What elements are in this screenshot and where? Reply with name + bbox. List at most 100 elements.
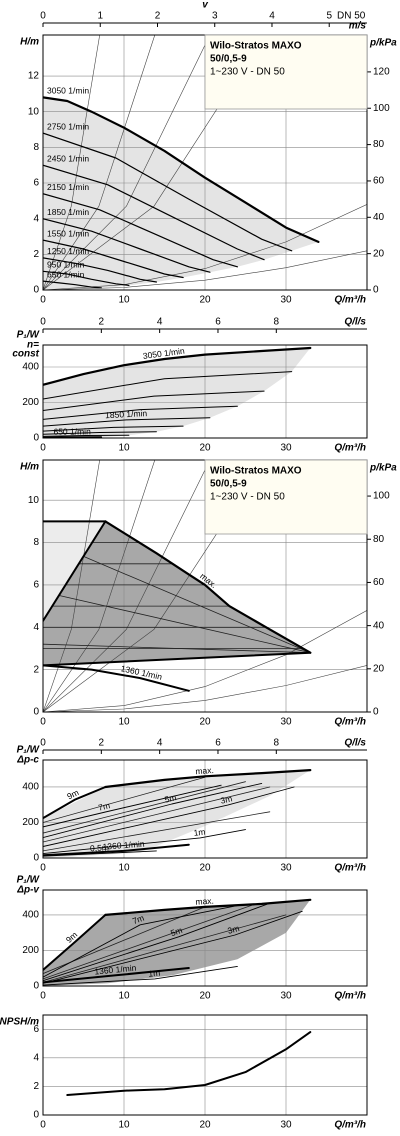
y-tick-label: 200 [22, 397, 39, 408]
x-tick-label: 20 [199, 717, 211, 728]
top-tick-label: 0 [40, 317, 46, 328]
curve [43, 786, 107, 820]
y2-axis-label: p/kPa [369, 38, 397, 49]
guide-curve [43, 776, 206, 823]
guide-curve [43, 431, 157, 435]
curve-label: 650 1/min [53, 426, 91, 436]
guide-curve [43, 904, 254, 980]
guide-curve [83, 556, 311, 654]
curve-label: 7m [97, 800, 111, 812]
curve-label: 5m [169, 925, 183, 938]
guide-curve [66, 1031, 312, 1096]
y2-tick-label: 60 [373, 176, 385, 187]
y-tick-label: 0 [33, 433, 39, 444]
region [43, 521, 311, 666]
x-tick-label: 10 [118, 1120, 130, 1131]
curve-label: 3m [219, 793, 233, 805]
x-axis-label: Q/m³/h [334, 1120, 366, 1131]
x-axis-label: Q/m³/h [334, 863, 366, 874]
curve [43, 96, 320, 243]
curve [43, 905, 238, 978]
y2-tick-label: 80 [373, 534, 385, 545]
curve [43, 786, 295, 847]
curve [43, 417, 211, 427]
curve [43, 782, 263, 839]
y-tick-label: 400 [22, 362, 39, 373]
box-title: 50/0,5-9 [210, 479, 247, 490]
curve-label: 1360 1/min [102, 839, 145, 852]
guide-curve [43, 460, 100, 712]
curve [43, 902, 271, 982]
x-tick-label: 20 [199, 443, 211, 454]
guide-curve [43, 520, 107, 622]
y-tick-label: 6 [33, 178, 39, 189]
top-tick-label: 0 [40, 11, 46, 22]
box-title: Wilo-Stratos MAXO [210, 41, 302, 52]
y-tick-label: 4 [33, 1052, 39, 1063]
top-tick-label: 6 [215, 738, 221, 749]
guide-curve [43, 610, 367, 712]
x-tick-label: 0 [40, 1120, 46, 1131]
y-axis-note: Δp-c [16, 755, 39, 766]
guide-curve [43, 425, 184, 432]
x-tick-label: 10 [118, 443, 130, 454]
x-axis-label: Q/m³/h [334, 717, 366, 728]
curve-label: max. [195, 765, 214, 776]
curve [43, 280, 102, 289]
y-axis-note: const [12, 349, 39, 360]
curve-label: 5m [163, 792, 177, 805]
y-tick-label: 4 [33, 213, 39, 224]
x-tick-label: 0 [40, 443, 46, 454]
x-tick-label: 10 [118, 295, 130, 306]
curve [43, 239, 184, 279]
y-axis-label: P₁/W [17, 875, 41, 886]
curve [43, 965, 238, 986]
y-tick-label: 6 [33, 1024, 39, 1035]
top-tick-label: 6 [215, 317, 221, 328]
y-axis-label: H/m [20, 462, 39, 473]
y-axis-label: H/m [20, 37, 39, 48]
curve-label: 2150 1/min [47, 182, 89, 192]
x-tick-label: 20 [199, 1120, 211, 1131]
y-tick-label: 4 [33, 622, 39, 633]
curve-label: 1360 1/min [94, 963, 137, 977]
curve-label: 1m [148, 968, 161, 979]
y2-tick-label: 40 [373, 620, 385, 631]
guide-curve [58, 595, 311, 654]
x-tick-label: 20 [199, 295, 211, 306]
y-axis-label: P₁/W [17, 745, 41, 756]
plot-area [43, 1015, 367, 1115]
curve [104, 898, 312, 916]
curve-label: 1850 1/min [47, 207, 89, 217]
guide-curve [43, 405, 238, 420]
y-tick-label: 0 [33, 853, 39, 864]
plot-frame [42, 344, 368, 439]
top-tick-label: 2 [99, 738, 105, 749]
curve [43, 346, 312, 386]
info-box [204, 34, 368, 110]
curve-label: 950 1/min [47, 260, 85, 270]
top-tick-label: 1 [97, 11, 103, 22]
top-axis-label: Q/l/s [344, 738, 366, 749]
guide-curve [43, 250, 367, 290]
curve-label: 9m [65, 787, 80, 801]
curve [104, 769, 312, 789]
y-axis-note: Δp-v [16, 885, 40, 896]
y-axis-label: P₁/W [17, 330, 41, 341]
curve [43, 910, 303, 984]
guide-curve [43, 781, 246, 834]
top-axis-title: v [202, 0, 209, 11]
curve [43, 843, 190, 857]
x-tick-label: 30 [280, 1120, 292, 1131]
x-tick-label: 30 [280, 717, 292, 728]
y2-tick-label: 120 [373, 67, 390, 78]
plot-area [43, 890, 367, 986]
x-tick-label: 30 [280, 295, 292, 306]
curve [43, 784, 222, 828]
plot-area [43, 460, 367, 712]
top-tick-label: 5 [326, 11, 332, 22]
curve-label: 1250 1/min [47, 246, 89, 256]
y2-tick-label: 60 [373, 577, 385, 588]
plot-area [43, 35, 367, 290]
